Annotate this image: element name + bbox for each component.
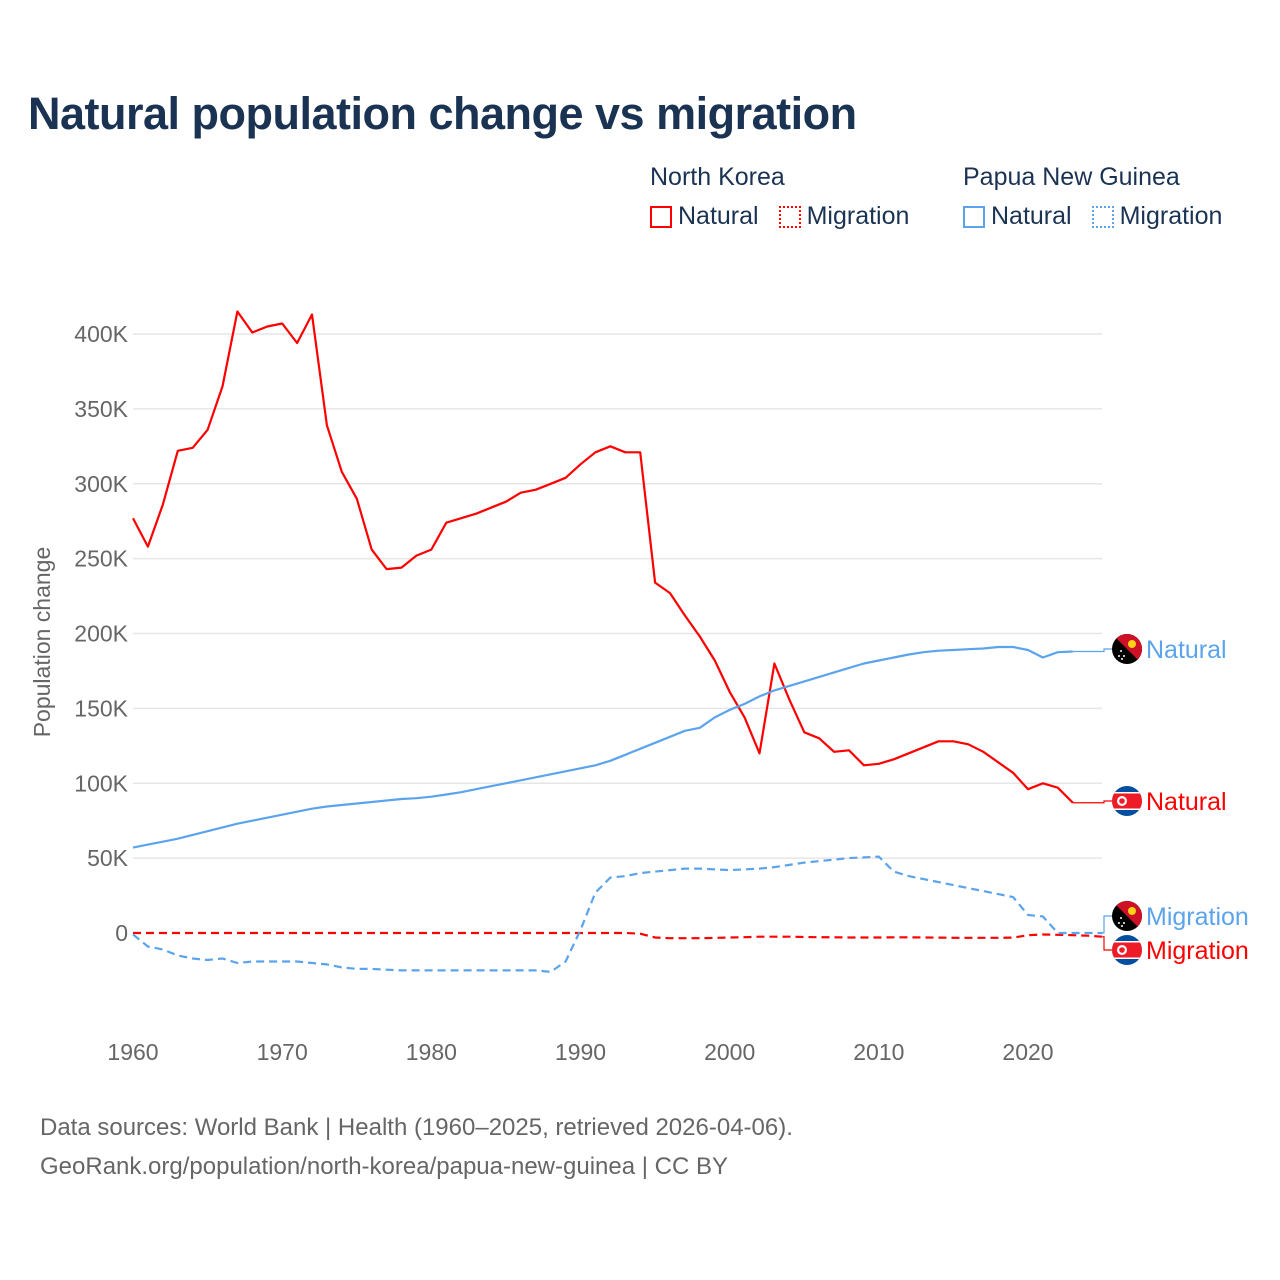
x-tick-label: 1970	[257, 1039, 308, 1065]
y-tick-label: 0	[115, 920, 128, 946]
legend-country-label: Papua New Guinea	[963, 163, 1180, 191]
x-tick-label: 2000	[704, 1039, 755, 1065]
series-end-label: Natural	[1146, 788, 1227, 816]
flag-star	[1121, 925, 1123, 927]
legend-item-png-migration[interactable]: Migration	[1091, 202, 1223, 231]
flag-body	[1112, 786, 1142, 816]
north-korea-flag-icon	[1112, 935, 1142, 965]
papua-new-guinea-flag-icon	[1112, 901, 1142, 931]
series-line-north-korea-migration	[133, 931, 1103, 940]
legend-label: Migration	[806, 202, 910, 230]
series-line-papua-new-guinea-natural	[132, 645, 1073, 849]
legend-north-korea: North Korea Natural Migration	[650, 163, 909, 231]
x-tick-label: 1990	[555, 1039, 606, 1065]
flag-bird	[1128, 907, 1136, 915]
legend-papua-new-guinea: Papua New Guinea Natural Migration	[963, 163, 1222, 231]
y-tick-label: 350K	[74, 396, 128, 422]
flag-bird	[1128, 640, 1136, 648]
flag-star	[1120, 650, 1122, 652]
series-line-north-korea-natural	[132, 310, 1074, 804]
series-line-papua-new-guinea-migration	[132, 855, 1103, 974]
flag-body	[1112, 901, 1142, 931]
legend-label: Natural	[991, 202, 1072, 230]
y-tick-label: 50K	[87, 845, 129, 871]
y-tick-label: 400K	[74, 321, 128, 347]
flag-star	[1118, 922, 1120, 924]
legend-swatch-solid	[963, 205, 985, 228]
legend-swatch-dotted	[778, 205, 801, 228]
x-tick-label: 2020	[1002, 1039, 1053, 1065]
flag-star	[1120, 917, 1122, 919]
legend-country-label: North Korea	[650, 163, 785, 191]
y-tick-label: 100K	[74, 770, 128, 796]
flag-body	[1112, 634, 1142, 664]
legend-swatch-dotted	[1091, 205, 1114, 228]
series-end-label: Natural	[1146, 636, 1227, 664]
legend-item-png-natural[interactable]: Natural	[963, 202, 1072, 231]
label-connector	[1072, 648, 1114, 653]
flag-star	[1119, 947, 1125, 953]
papua-new-guinea-flag-icon	[1112, 634, 1142, 664]
legend-item-nk-natural[interactable]: Natural	[650, 202, 759, 231]
y-tick-label: 150K	[74, 695, 128, 721]
legend-label: Migration	[1119, 202, 1223, 230]
legend-item-nk-migration[interactable]: Migration	[778, 202, 910, 231]
data-sources-text: Data sources: World Bank | Health (1960–…	[40, 1114, 793, 1141]
y-tick-label: 200K	[74, 621, 128, 647]
footer: Data sources: World Bank | Health (1960–…	[40, 1108, 793, 1186]
flag-star	[1119, 798, 1125, 804]
chart-title: Natural population change vs migration	[28, 88, 857, 139]
x-tick-label: 2010	[853, 1039, 904, 1065]
flag-star	[1121, 658, 1123, 660]
legend-label: Natural	[678, 202, 759, 230]
x-tick-label: 1960	[107, 1039, 158, 1065]
north-korea-flag-icon	[1112, 786, 1142, 816]
label-connector	[1102, 936, 1114, 951]
y-tick-label: 300K	[74, 471, 128, 497]
y-tick-label: 250K	[74, 546, 128, 572]
x-tick-label: 1980	[406, 1039, 457, 1065]
series-end-label: Migration	[1146, 937, 1249, 965]
legend-swatch-solid	[650, 205, 672, 228]
label-connector	[1072, 800, 1114, 804]
flag-star	[1123, 922, 1125, 924]
series-end-label: Migration	[1146, 903, 1249, 931]
y-axis-label: Population change	[29, 547, 55, 738]
flag-star	[1118, 655, 1120, 657]
label-connector	[1102, 915, 1114, 934]
flag-body	[1112, 935, 1142, 965]
source-url-text[interactable]: GeoRank.org/population/north-korea/papua…	[40, 1153, 728, 1180]
flag-star	[1123, 655, 1125, 657]
